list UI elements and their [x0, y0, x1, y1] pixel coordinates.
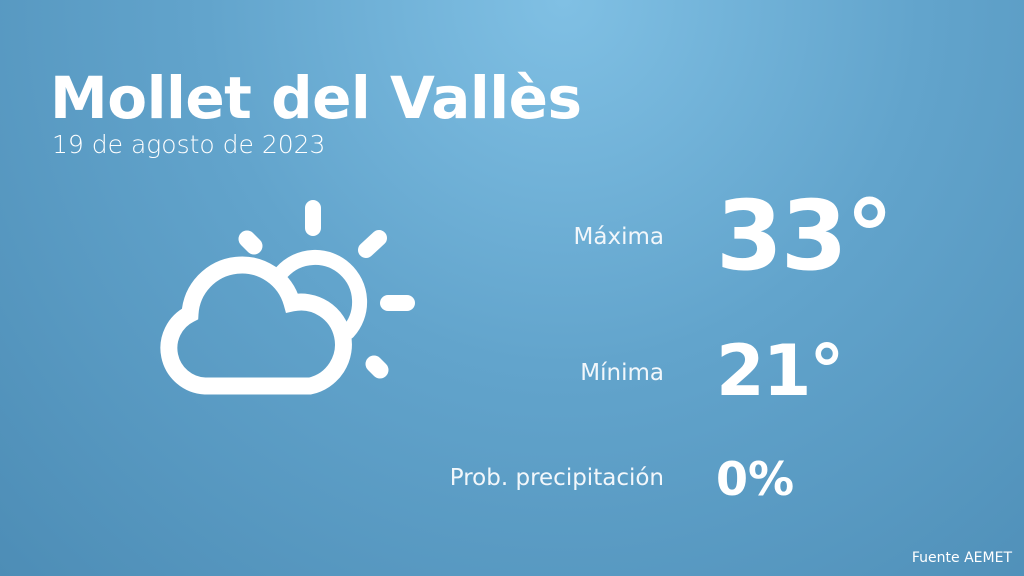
partly-cloudy-icon — [160, 200, 415, 395]
min-value: 21° — [716, 330, 844, 412]
forecast-date: 19 de agosto de 2023 — [52, 130, 326, 159]
precip-value: 0% — [716, 452, 795, 506]
source-credit: Fuente AEMET — [911, 550, 1012, 566]
max-value: 33° — [716, 180, 894, 292]
max-label: Máxima — [573, 224, 664, 250]
min-label: Mínima — [580, 360, 664, 386]
precip-label: Prob. precipitación — [449, 465, 664, 491]
city-title: Mollet del Vallès — [50, 64, 582, 132]
